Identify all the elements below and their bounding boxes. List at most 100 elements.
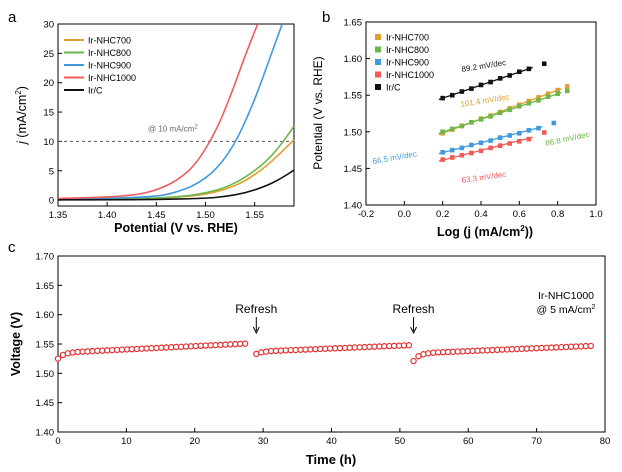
data-point-ir-nhc1000	[478, 148, 484, 154]
data-point-ir-nhc800	[545, 94, 551, 99]
panel-b-y-tick-label: 1.65	[344, 18, 363, 29]
data-point-ir-nhc800	[507, 107, 513, 113]
panel-b-x-tick-label: -0.2	[358, 209, 374, 220]
data-point-ir-nhc900	[469, 142, 474, 148]
panel-c-legend-line1: Ir-NHC1000	[538, 290, 594, 302]
legend-label: Ir-NHC800	[88, 48, 131, 58]
data-point-ir-nhc900	[478, 140, 484, 146]
panel-b-y-tick-label: 1.55	[344, 91, 363, 102]
refresh-arrow-head	[410, 326, 417, 335]
legend-label: Ir-NHC700	[88, 36, 131, 46]
stability-data-point	[241, 340, 249, 347]
data-point-ir-nhc1000	[541, 130, 547, 135]
legend-label: Ir-NHC700	[386, 33, 429, 43]
refresh-annotation: Refresh	[235, 302, 277, 316]
panel-b-y-tick-label: 1.50	[344, 127, 363, 138]
legend-label: Ir/C	[88, 86, 103, 96]
data-point-ir-nhc800	[459, 123, 465, 129]
panel-b-x-tick-label: 0.4	[474, 209, 487, 220]
series-line-ir-nhc700	[57, 139, 295, 201]
panel-c-y-tick-label: 1.40	[36, 428, 55, 439]
panel-b-x-tick-label: 0.2	[436, 209, 449, 220]
legend-label: Ir/C	[386, 83, 401, 93]
data-point-ir-nhc700	[536, 95, 541, 100]
data-point-ir-nhc800	[555, 91, 560, 97]
data-point-ir-nhc800	[497, 110, 503, 116]
legend-label: Ir-NHC1000	[386, 70, 434, 80]
data-point-ir-nhc1000	[440, 157, 445, 162]
tafel-slope-label: 89.2 mV/dec	[461, 58, 507, 74]
panel-b-x-tick-label: 0.0	[398, 209, 411, 220]
panel-a-frame	[57, 23, 295, 207]
data-point-ir-c	[488, 79, 493, 85]
data-point-ir-nhc1000	[526, 136, 532, 142]
panel-c-frame	[57, 255, 606, 433]
panel-a-y-tick-label: 5	[49, 166, 54, 177]
reference-line-label: @ 10 mA/cm2	[148, 124, 198, 133]
data-point-ir-c	[449, 92, 455, 98]
panel-a-y-tick-label: 15	[43, 108, 54, 119]
data-point-ir-c	[497, 76, 503, 81]
legend-swatch	[375, 71, 381, 78]
panel-a-y-axis-label: j (mA/cm2)	[14, 86, 29, 146]
legend-swatch	[375, 34, 381, 40]
panel-c-x-axis-label: Time (h)	[306, 452, 356, 467]
panel-b-x-axis-label: Log (j (mA/cm2))	[437, 224, 533, 239]
panel-b-label: b	[322, 9, 330, 26]
data-point-ir-nhc900	[517, 130, 522, 136]
stability-data-point	[420, 351, 427, 358]
data-point-ir-nhc1000	[459, 152, 465, 158]
panel-c-x-tick-label: 30	[258, 436, 269, 447]
stability-data-point	[405, 342, 413, 349]
tafel-slope-label: 101.4 mV/dec	[460, 92, 510, 109]
legend-swatch	[375, 84, 381, 90]
panel-c-y-tick-label: 1.65	[36, 281, 55, 292]
data-point-ir-nhc900	[507, 133, 513, 138]
tafel-slope-label: 63.3 mV/dec	[461, 170, 507, 185]
panel-b-y-axis-label: Potential (V vs. RHE)	[311, 56, 325, 169]
refresh-arrow-head	[252, 326, 260, 335]
panel-b-x-tick-label: 0.6	[513, 209, 526, 220]
panel-b-y-tick-label: 1.40	[344, 201, 363, 212]
data-point-ir-nhc1000	[469, 150, 474, 156]
data-point-ir-nhc800	[517, 103, 522, 109]
data-point-ir-nhc800	[488, 114, 493, 119]
panel-a-x-tick-label: 1.55	[245, 210, 264, 221]
legend-label: Ir-NHC900	[386, 58, 429, 68]
panel-c-x-tick-label: 50	[395, 436, 406, 447]
panel-a-plot: 1.35 1.40 1.45 1.50 1.55 0 5 10 15 20 25 30 @ 10 mA…	[43, 20, 295, 221]
panel-a-legend: Ir-NHC700 Ir-NHC800 Ir-NHC900 Ir-NHC1000 Ir/…	[64, 36, 136, 96]
data-point-ir-nhc1000	[517, 139, 522, 144]
legend-label: Ir-NHC1000	[88, 73, 136, 83]
panel-a-x-tick-label: 1.35	[49, 210, 68, 221]
panel-b-plot: -0.2 0.0 0.2 0.4 0.6 0.8 1.0 1.40 1.45 1.50 1.55 1.…	[344, 18, 603, 221]
series-line-ir-nhc1000	[57, 23, 259, 200]
panel-c-label: c	[8, 239, 16, 256]
data-point-ir-c	[478, 82, 484, 88]
data-point-ir-c	[517, 69, 522, 75]
panel-a-y-tick-label: 20	[43, 78, 54, 89]
stability-data-point	[54, 355, 62, 362]
data-point-ir-c	[459, 89, 465, 94]
data-point-ir-c	[440, 95, 445, 101]
panel-a-y-tick-label: 25	[43, 49, 54, 60]
panel-c-y-tick-label: 1.45	[36, 398, 55, 409]
panel-b-y-tick-label: 1.60	[344, 54, 363, 65]
data-point-ir-nhc900	[488, 138, 493, 143]
panel-a-y-tick-label: 30	[43, 20, 54, 31]
stability-data-point	[587, 342, 594, 350]
panel-c-x-tick-label: 80	[600, 436, 611, 447]
tafel-slope-label: 86.8 mV/dec	[545, 130, 591, 148]
data-point-ir-c	[526, 66, 532, 72]
panel-c-y-tick-label: 1.70	[36, 252, 55, 263]
data-point-ir-nhc800	[536, 98, 541, 103]
data-point-ir-nhc700	[555, 87, 560, 93]
panel-b-x-tick-label: 0.8	[551, 209, 564, 220]
panel-c-x-tick-label: 60	[463, 436, 474, 447]
panel-b-legend: Ir-NHC700 Ir-NHC800 Ir-NHC900 Ir-NHC1000 Ir/…	[375, 33, 434, 93]
series-line-ir-nhc900	[57, 23, 283, 200]
data-point-ir-nhc800	[526, 100, 532, 106]
panel-c-y-axis-label: Voltage (V)	[9, 312, 23, 376]
panel-c-x-tick-label: 10	[121, 436, 132, 447]
